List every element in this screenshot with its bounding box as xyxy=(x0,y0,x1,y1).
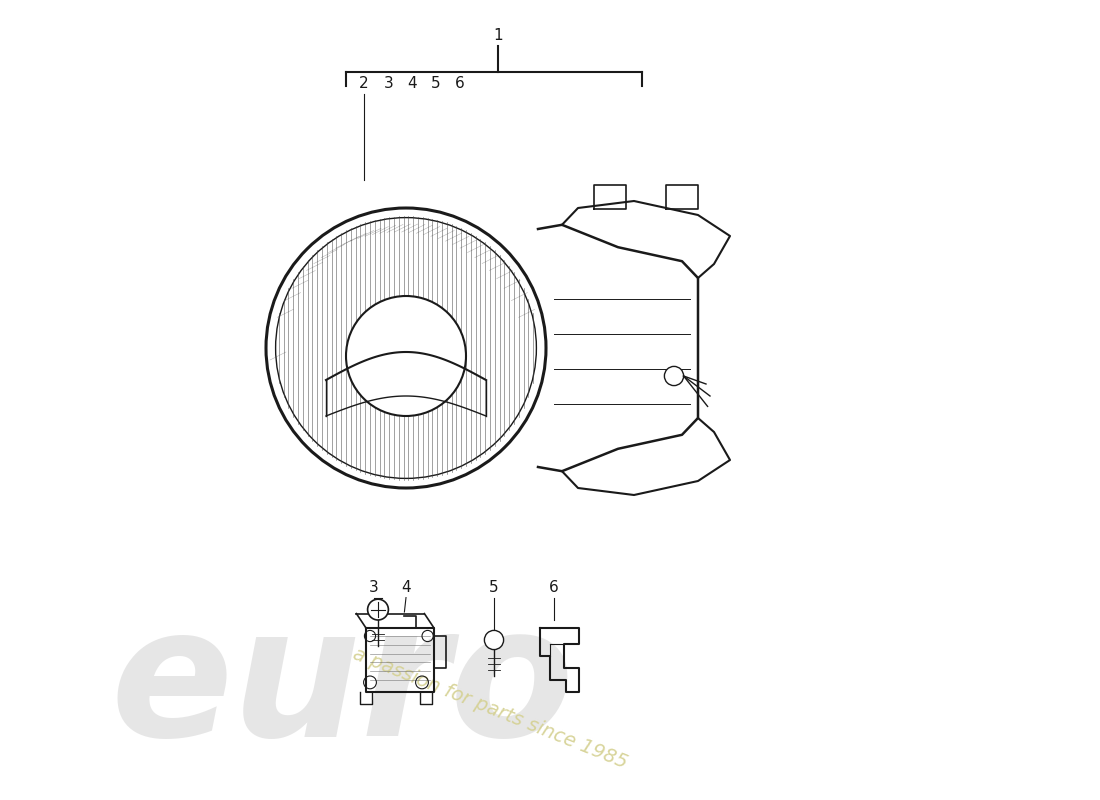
Circle shape xyxy=(346,296,466,416)
Text: 5: 5 xyxy=(431,77,440,91)
Circle shape xyxy=(367,599,388,620)
Text: a passion for parts since 1985: a passion for parts since 1985 xyxy=(350,644,630,772)
Text: 2: 2 xyxy=(359,77,369,91)
Text: 4: 4 xyxy=(408,77,417,91)
Text: 6: 6 xyxy=(549,581,559,595)
Text: euro: euro xyxy=(110,598,574,774)
Text: 5: 5 xyxy=(490,581,498,595)
Circle shape xyxy=(484,630,504,650)
Text: 3: 3 xyxy=(370,581,378,595)
Text: 6: 6 xyxy=(454,77,464,91)
Text: 3: 3 xyxy=(384,77,394,91)
Circle shape xyxy=(664,366,683,386)
Text: 4: 4 xyxy=(402,581,410,595)
Text: 1: 1 xyxy=(493,29,503,43)
